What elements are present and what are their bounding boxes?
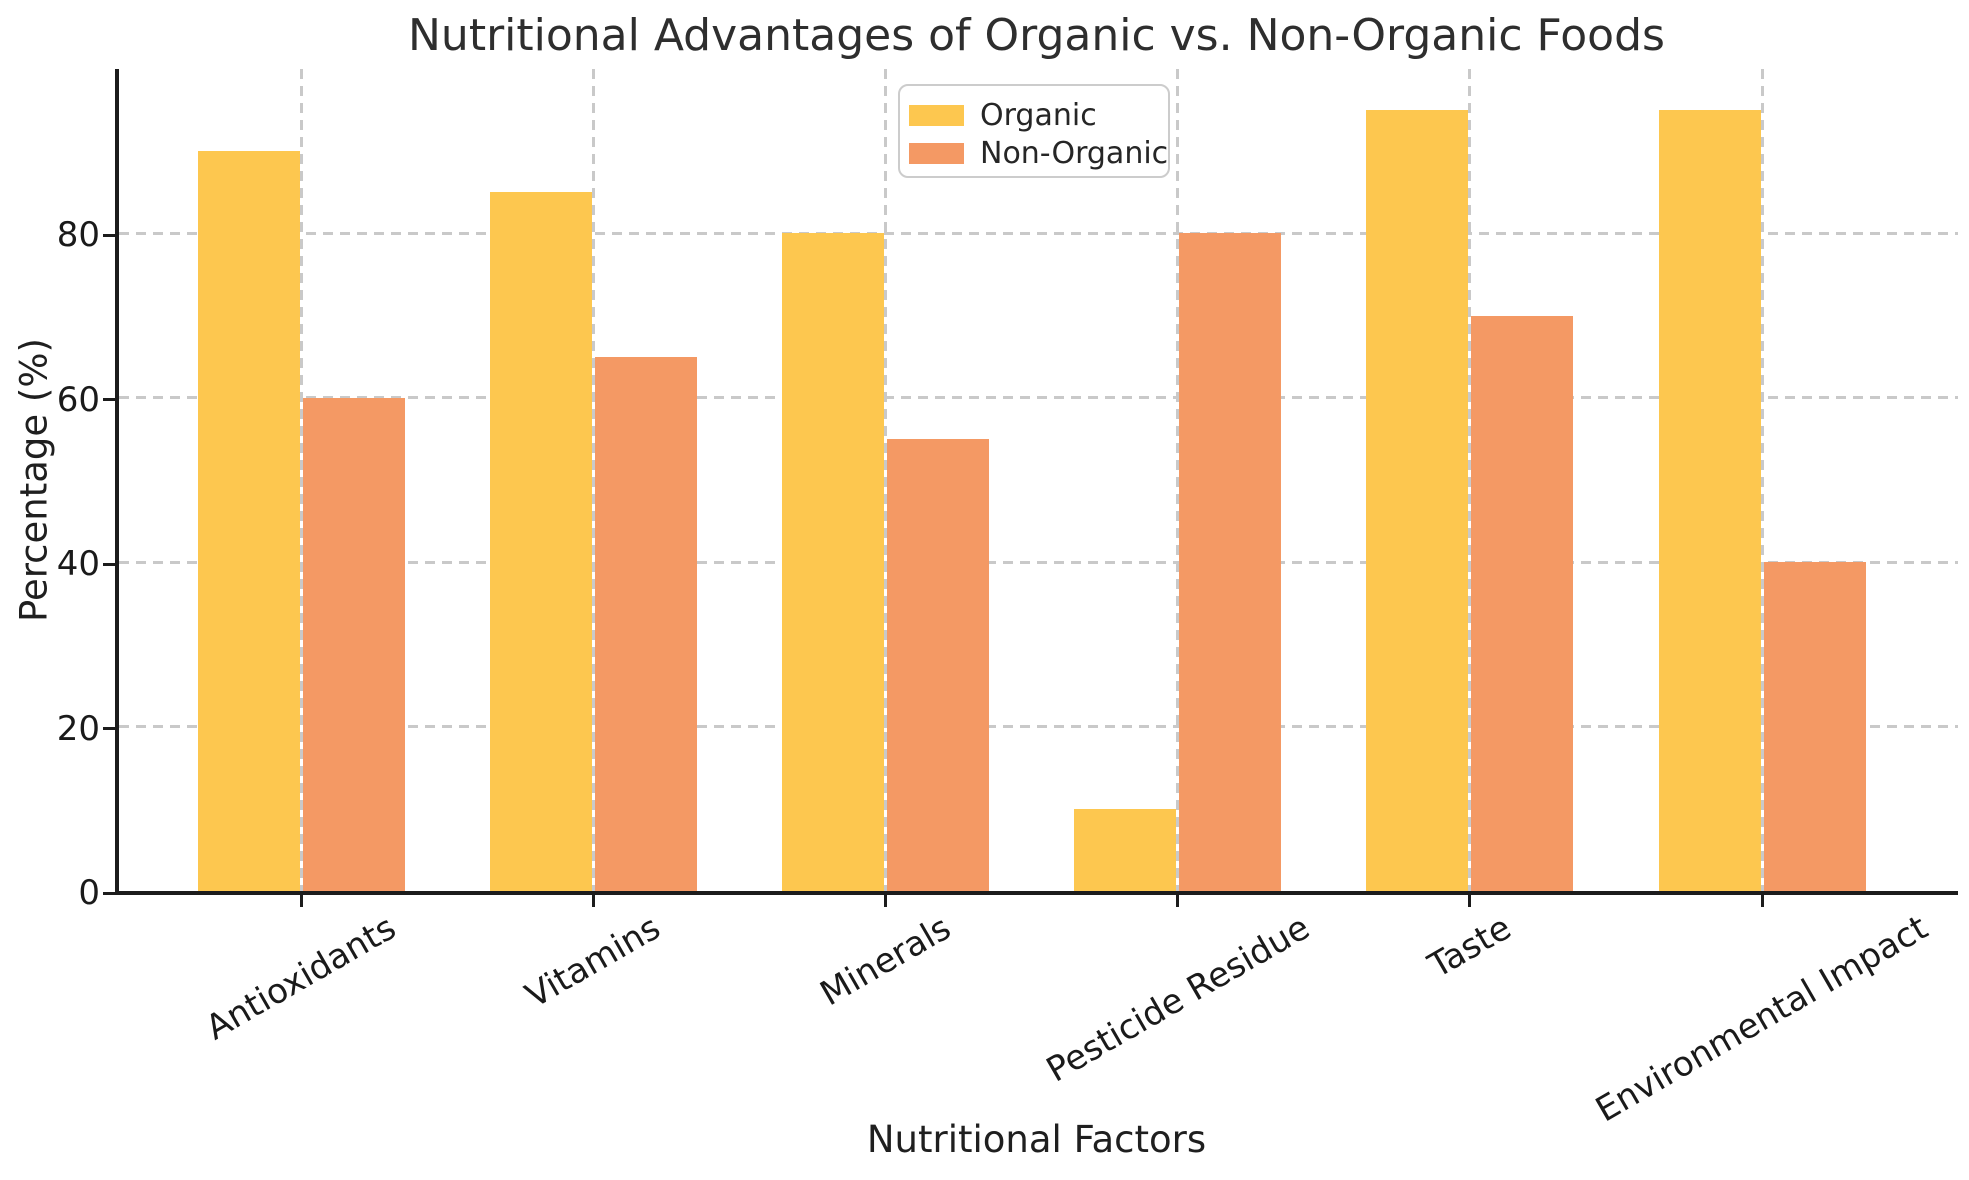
y-tick-label-0: 0 [78, 873, 100, 913]
bar-organic-minerals [781, 233, 884, 891]
x-tick-label-5: Environmental Impact [1589, 908, 1935, 1131]
y-tickmark-80 [103, 233, 115, 237]
x-tick-label-1: Vitamins [519, 908, 668, 1017]
gridline-horizontal-20 [119, 725, 1958, 729]
gridline-vertical-0 [299, 69, 303, 891]
bar-non-organic-antioxidants [302, 397, 405, 891]
legend-entry-organic: Organic [909, 96, 1168, 134]
gridline-vertical-4 [1468, 69, 1472, 891]
x-axis-label: Nutritional Factors [866, 1118, 1207, 1161]
bar-organic-antioxidants [197, 151, 300, 891]
bar-organic-pesticide-residue [1074, 808, 1177, 891]
y-tick-label-80: 80 [56, 215, 100, 256]
x-tickmark-5 [1760, 895, 1764, 907]
x-tickmark-2 [883, 895, 887, 907]
gridline-vertical-1 [591, 69, 595, 891]
y-axis-spine [115, 69, 119, 895]
chart-title: Nutritional Advantages of Organic vs. No… [408, 10, 1665, 61]
bar-non-organic-taste [1471, 315, 1574, 891]
x-tick-label-4: Taste [1421, 908, 1518, 987]
legend: Organic Non-Organic [898, 84, 1170, 178]
gridline-vertical-3 [1176, 69, 1180, 891]
x-tickmark-1 [591, 895, 595, 907]
bar-organic-vitamins [489, 192, 592, 891]
y-tick-label-20: 20 [56, 708, 100, 749]
y-tickmark-20 [103, 727, 115, 731]
x-tick-label-3: Pesticide Residue [1039, 907, 1317, 1091]
y-tick-label-60: 60 [56, 379, 100, 420]
gridline-horizontal-80 [119, 231, 1958, 235]
gridline-horizontal-40 [119, 560, 1958, 564]
bar-non-organic-pesticide-residue [1179, 233, 1282, 891]
legend-label-non-organic: Non-Organic [980, 135, 1169, 171]
x-tickmark-0 [299, 895, 303, 907]
bar-non-organic-vitamins [594, 356, 697, 891]
bar-organic-environmental-impact [1658, 110, 1761, 891]
legend-entry-non-organic: Non-Organic [909, 134, 1168, 172]
y-tickmark-40 [103, 562, 115, 566]
x-axis-spine [115, 891, 1958, 895]
bar-non-organic-minerals [886, 438, 989, 891]
x-tick-label-2: Minerals [813, 907, 958, 1015]
y-tickmark-60 [103, 398, 115, 402]
gridline-vertical-2 [883, 69, 887, 891]
gridline-horizontal-60 [119, 396, 1958, 400]
legend-swatch-non-organic [909, 142, 964, 164]
legend-label-organic: Organic [980, 97, 1097, 133]
y-tick-label-40: 40 [56, 544, 100, 585]
bar-organic-taste [1366, 110, 1469, 891]
x-tickmark-3 [1176, 895, 1180, 907]
y-tickmark-0 [103, 891, 115, 895]
legend-swatch-organic [909, 104, 964, 126]
gridline-vertical-5 [1760, 69, 1764, 891]
bar-non-organic-environmental-impact [1763, 562, 1866, 891]
x-tickmark-4 [1468, 895, 1472, 907]
x-tick-label-0: Antioxidants [199, 908, 403, 1049]
